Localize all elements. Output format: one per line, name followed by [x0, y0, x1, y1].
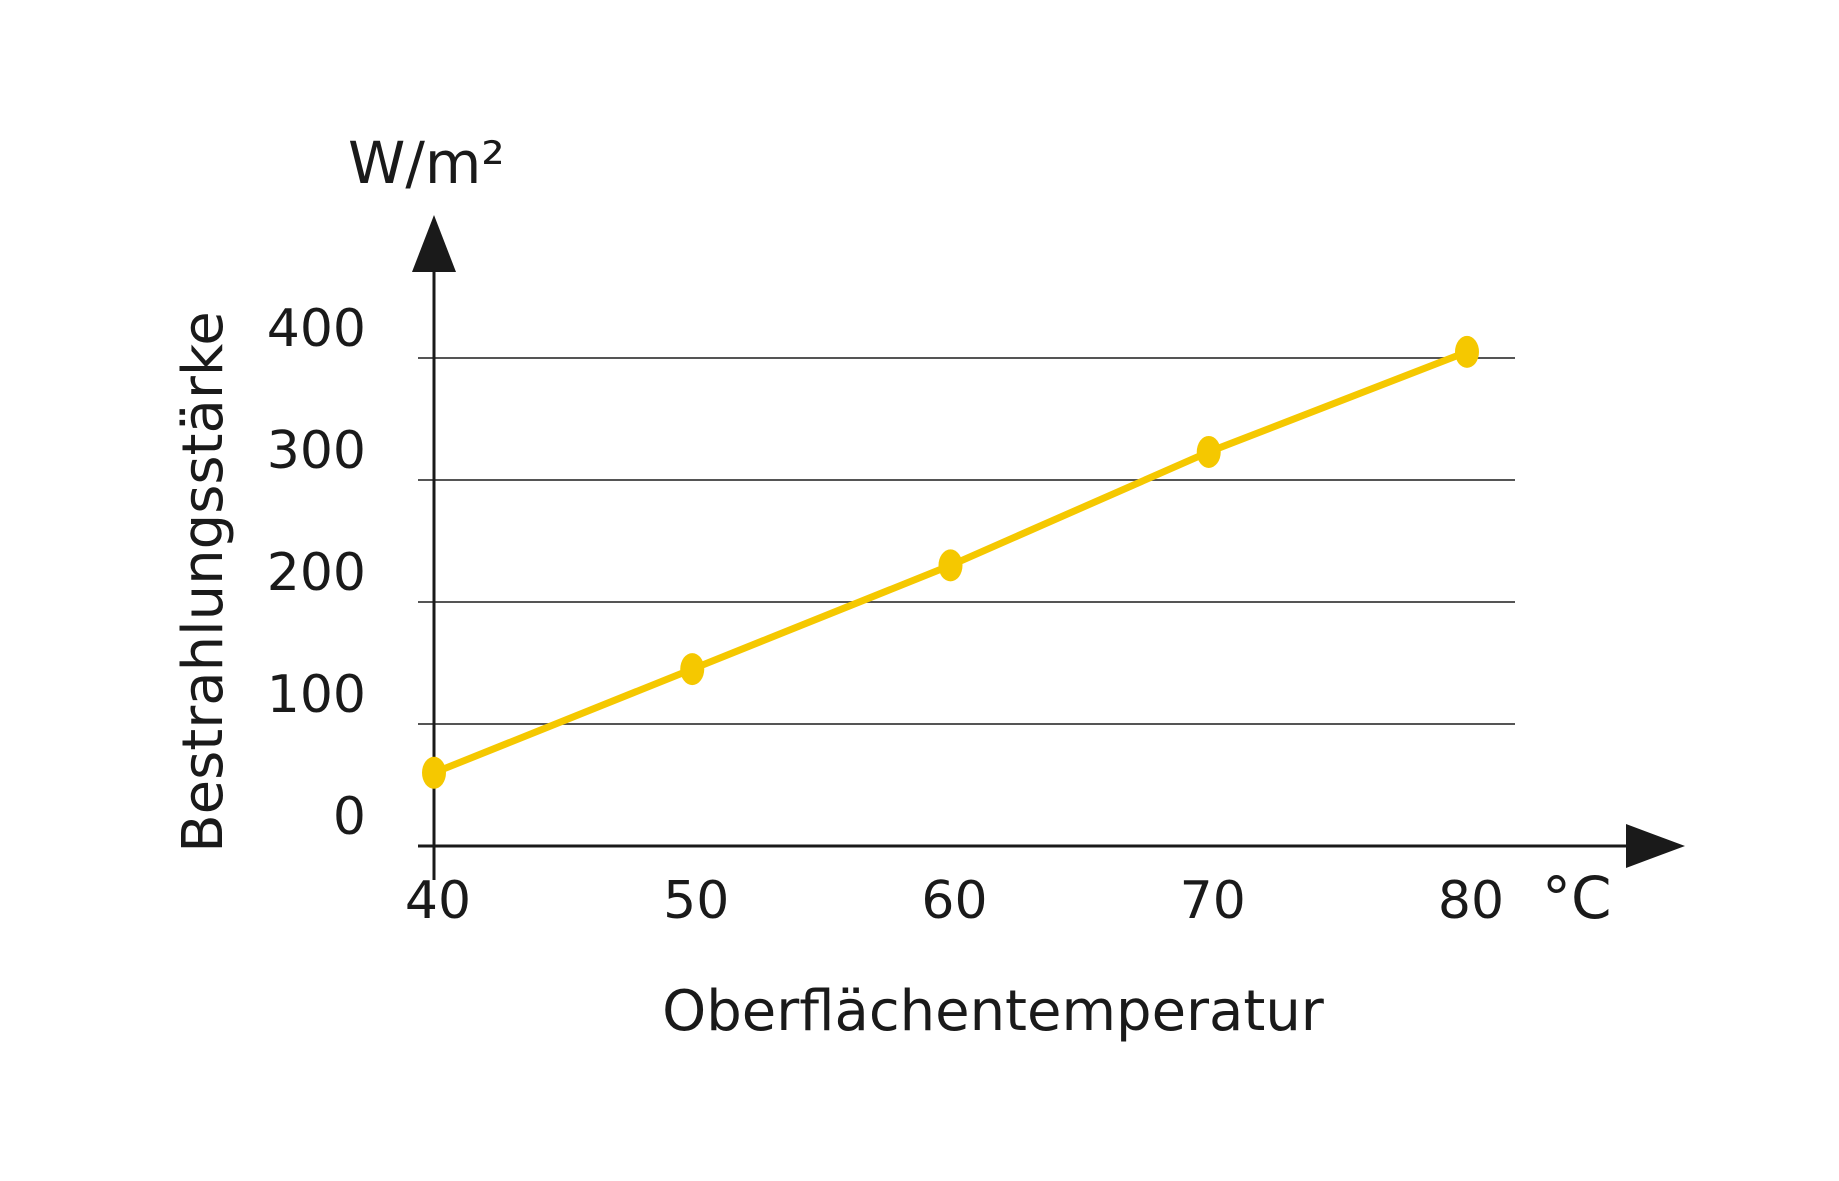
- y-tick-label-300: 300: [267, 421, 366, 481]
- grid-lines: [418, 357, 1515, 725]
- y-tick-label-0: 0: [333, 787, 366, 847]
- x-tick-label-40: 40: [405, 871, 471, 931]
- x-tick-label-70: 70: [1180, 871, 1246, 931]
- tick-labels: 0 100 200 300 400 40 50 60 70 80: [267, 299, 1504, 931]
- data-point-50: [680, 653, 705, 686]
- x-axis-title: Oberflächentemperatur: [662, 979, 1325, 1044]
- y-tick-label-200: 200: [267, 543, 366, 603]
- y-axis-title: Bestrahlungsstärke: [171, 311, 236, 852]
- series-layer: [422, 335, 1479, 789]
- x-tick-label-60: 60: [921, 871, 987, 931]
- data-point-70: [1196, 435, 1221, 468]
- y-axis-arrow-icon: [412, 215, 456, 272]
- x-tick-label-50: 50: [663, 871, 729, 931]
- axes: [412, 215, 1685, 880]
- data-point-40: [422, 756, 446, 789]
- x-axis-arrow-icon: [1626, 824, 1685, 868]
- x-axis-unit: °C: [1542, 864, 1612, 932]
- data-point-60: [938, 549, 963, 582]
- y-tick-label-100: 100: [267, 665, 366, 725]
- y-axis-unit: W/m²: [348, 129, 505, 197]
- y-tick-label-400: 400: [267, 299, 366, 359]
- x-tick-label-80: 80: [1438, 871, 1504, 931]
- data-point-80: [1455, 335, 1479, 368]
